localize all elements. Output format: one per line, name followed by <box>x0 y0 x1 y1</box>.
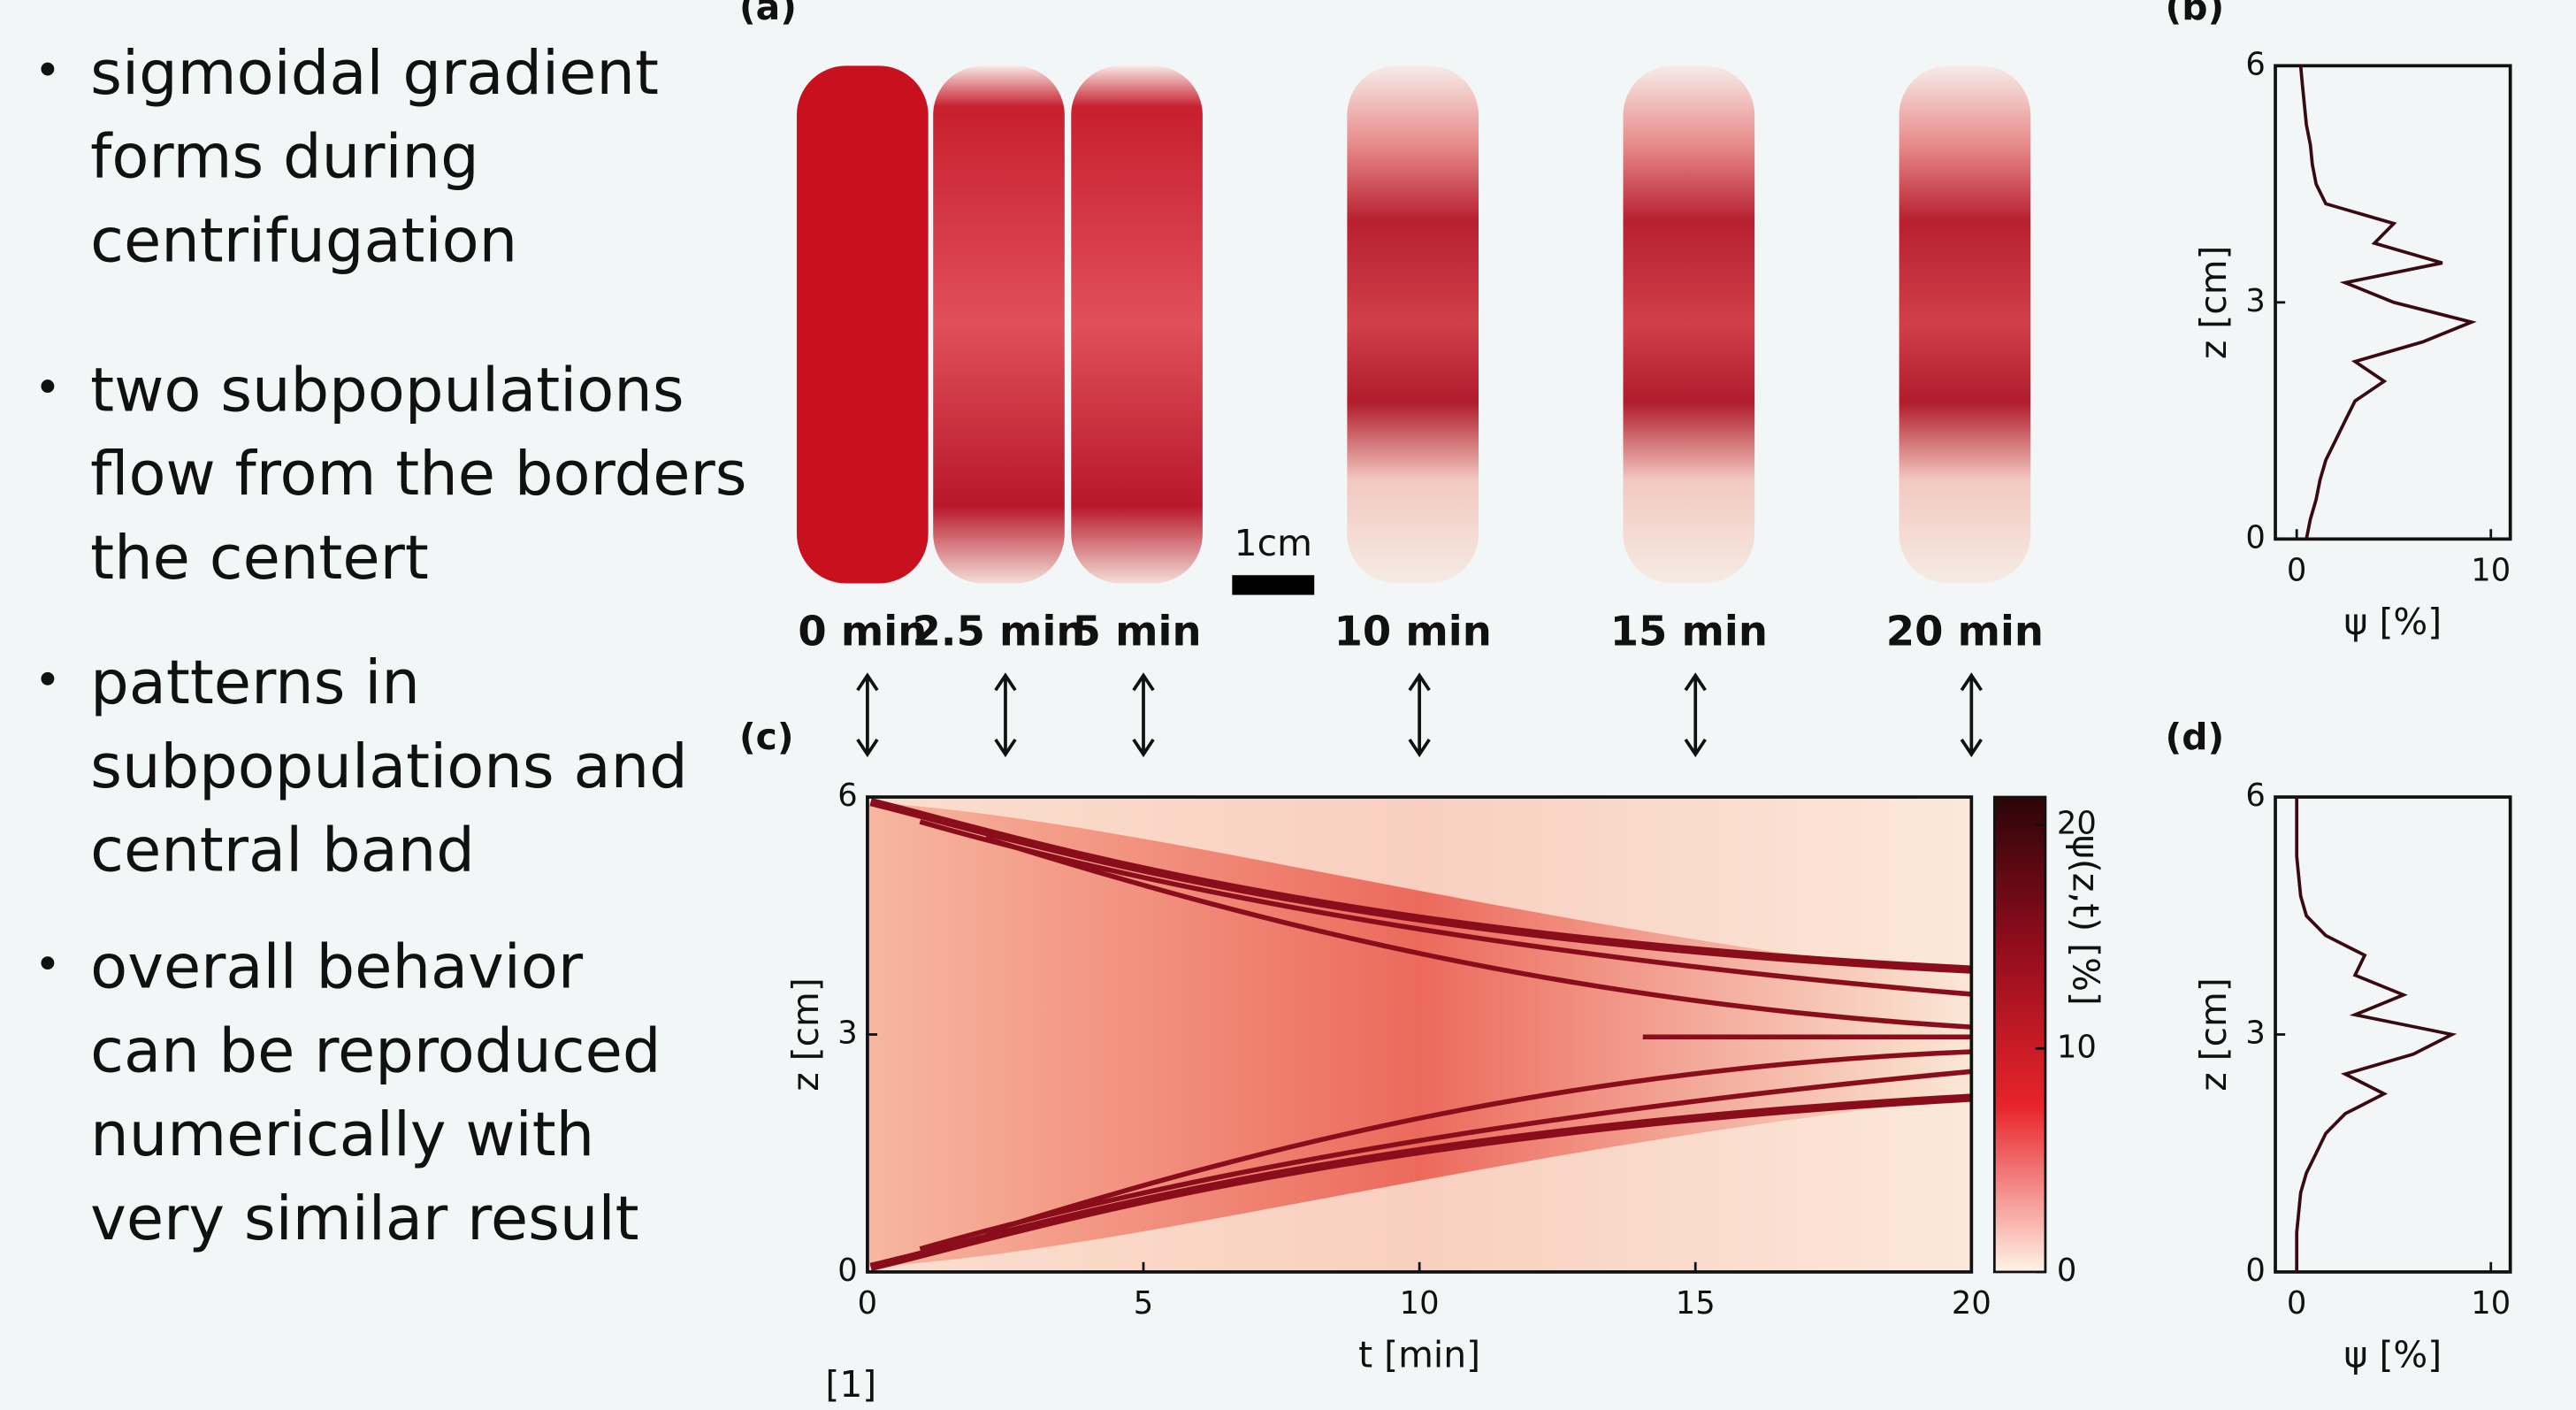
y-tick-label: 3 <box>2245 1015 2265 1051</box>
y-axis-label: z [cm] <box>784 977 827 1092</box>
bullet-line: centrifugation <box>90 205 517 276</box>
bullet-line: sigmoidal gradient <box>90 38 659 109</box>
y-tick-label: 0 <box>837 1253 857 1289</box>
citation: [1] <box>825 1363 876 1406</box>
x-axis-label: ψ [%] <box>2344 601 2442 643</box>
bullet-line: subpopulations and <box>90 732 688 802</box>
y-tick-label: 3 <box>2245 283 2265 319</box>
bullet-line: very similar result <box>90 1184 638 1254</box>
heatmap <box>867 797 1972 1272</box>
bullet-dot <box>41 379 55 394</box>
bullet-line: overall behavior <box>90 932 584 1003</box>
scale-bar-label: 1cm <box>1234 522 1312 564</box>
bullet-line: central band <box>90 816 475 886</box>
y-tick-label: 0 <box>2245 1253 2265 1289</box>
bullet-dot <box>41 956 55 970</box>
tube-label: 10 min <box>1334 608 1492 655</box>
x-tick-label: 0 <box>858 1285 877 1322</box>
colorbar <box>1992 795 2047 1274</box>
bullet-line: forms during <box>90 122 479 193</box>
bullet-line: numerically with <box>90 1100 594 1170</box>
bullet-line: the centert <box>90 523 429 594</box>
panel-label: (b) <box>2166 0 2225 28</box>
y-tick-label: 3 <box>837 1015 857 1051</box>
bullet-dot <box>41 62 55 76</box>
panel-label: (c) <box>739 716 794 758</box>
x-tick-label: 20 <box>1952 1285 1991 1322</box>
y-axis-label: z [cm] <box>2192 977 2235 1092</box>
tube <box>1071 65 1203 584</box>
colorbar-tick-label: 0 <box>2057 1253 2076 1289</box>
tube <box>1899 65 2031 584</box>
bullet-line: patterns in <box>90 648 420 718</box>
x-tick-label: 10 <box>2471 1285 2511 1322</box>
tube <box>797 65 929 584</box>
y-tick-label: 6 <box>2245 778 2265 814</box>
tube-label: 5 min <box>1073 608 1202 655</box>
y-tick-label: 0 <box>2245 519 2265 556</box>
profile-line <box>2298 65 2477 540</box>
x-tick-label: 0 <box>2287 1285 2306 1322</box>
x-axis-label: ψ [%] <box>2344 1334 2442 1376</box>
y-tick-label: 6 <box>837 778 857 814</box>
axes-frame <box>2274 795 2512 1274</box>
tube-label: 2.5 min <box>913 608 1086 655</box>
tube <box>1347 65 1479 584</box>
x-tick-label: 15 <box>1676 1285 1716 1322</box>
tube <box>933 65 1065 584</box>
tube-label: 0 min <box>798 608 927 655</box>
panel-label: (a) <box>739 0 797 28</box>
scale-bar <box>1232 575 1315 595</box>
y-axis-label: z [cm] <box>2192 246 2235 360</box>
arrows <box>856 672 1984 758</box>
x-tick-label: 5 <box>1134 1285 1153 1322</box>
x-tick-label: 10 <box>1400 1285 1440 1322</box>
tube-label: 15 min <box>1610 608 1768 655</box>
colorbar-tick-label: 20 <box>2057 806 2097 842</box>
panel-label: (d) <box>2166 716 2225 758</box>
colorbar-tick-label: 10 <box>2057 1029 2097 1065</box>
profile-line <box>2295 797 2458 1272</box>
tube-label: 20 min <box>1886 608 2044 655</box>
tube-photos <box>797 65 2031 595</box>
bullet-line: flow from the borders <box>90 439 746 510</box>
bullet-dot <box>41 671 55 686</box>
y-tick-label: 6 <box>2245 46 2265 82</box>
tube <box>1623 65 1755 584</box>
colorbar-label: ψ(z,t) [%] <box>2065 835 2107 1006</box>
bullet-line: two subpopulations <box>90 355 684 425</box>
bullet-line: can be reproduced <box>90 1015 661 1086</box>
x-tick-label: 0 <box>2287 553 2306 589</box>
x-axis-label: t [min] <box>1358 1334 1480 1376</box>
x-tick-label: 10 <box>2471 553 2511 589</box>
